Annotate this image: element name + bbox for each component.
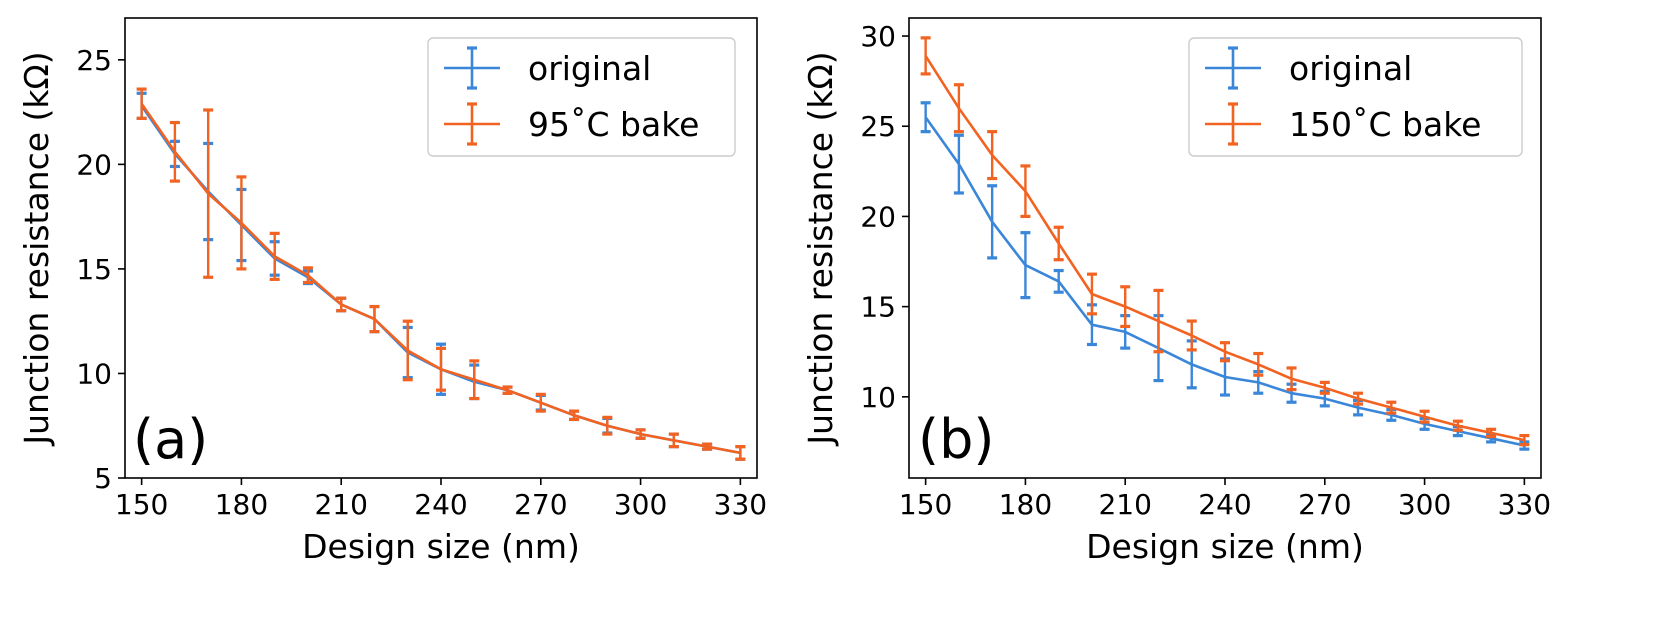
y-tick-label: 20 — [860, 200, 896, 233]
error-bar — [1053, 268, 1064, 294]
error-bar — [1020, 164, 1031, 219]
error-bar — [987, 130, 998, 181]
x-tick-label: 180 — [999, 488, 1052, 521]
y-tick-label: 5 — [94, 462, 112, 495]
error-bar — [569, 409, 580, 422]
x-tick-label: 330 — [1498, 488, 1551, 521]
error-bar — [203, 108, 214, 279]
error-bar — [502, 385, 513, 395]
error-bar — [302, 266, 313, 285]
error-bar — [402, 319, 413, 382]
panel-a: 150 180 210 240 270 300 330 5 10 15 20 25 Design siz… — [17, 17, 767, 566]
legend-box — [1188, 37, 1523, 157]
error-bar — [436, 346, 446, 392]
plot-frame — [124, 17, 758, 479]
legend: original 95˚C bake — [427, 37, 736, 157]
legend-key-0 — [444, 46, 500, 90]
error-bar — [236, 175, 247, 271]
panel-b: 150 180 210 240 270 300 330 10 15 20 25 30 Design si… — [801, 17, 1551, 566]
error-bar — [1486, 427, 1497, 439]
legend: original 150˚C bake — [1188, 37, 1523, 157]
x-axis-label: Design size (nm) — [302, 527, 580, 566]
error-bar — [920, 36, 931, 76]
error-bar — [1053, 225, 1064, 262]
legend-key-1 — [444, 102, 500, 146]
x-tick-label: 180 — [215, 488, 268, 521]
error-bar — [668, 432, 679, 449]
error-bar — [1153, 288, 1164, 354]
error-bar — [1186, 319, 1197, 352]
x-tick-label: 240 — [414, 488, 467, 521]
error-bar — [987, 184, 998, 260]
panel-label: (b) — [918, 408, 994, 471]
x-tick-label: 270 — [514, 488, 567, 521]
error-bar — [169, 120, 180, 183]
x-tick-label: 300 — [614, 488, 667, 521]
error-bar — [1086, 272, 1097, 316]
x-tick-label: 270 — [1298, 488, 1351, 521]
x-axis-label: Design size (nm) — [1086, 527, 1364, 566]
y-tick-label: 25 — [860, 110, 896, 143]
y-axis-label: Junction resistance (kΩ) — [17, 51, 56, 446]
error-bar — [136, 87, 147, 120]
error-bar — [920, 101, 931, 134]
y-tick-label: 25 — [76, 44, 112, 77]
error-bar — [1519, 434, 1530, 447]
x-tick-label: 240 — [1198, 488, 1251, 521]
legend-box — [427, 37, 736, 157]
error-bar — [1253, 351, 1264, 377]
error-bar — [1120, 285, 1131, 329]
error-bar — [1452, 419, 1463, 432]
error-bar — [535, 392, 546, 413]
error-bar — [336, 296, 347, 313]
legend-label-1: 95˚C bake — [528, 105, 699, 144]
y-tick-label: 15 — [860, 291, 896, 324]
x-tick-label: 330 — [714, 488, 767, 521]
error-bar — [735, 445, 746, 461]
error-bar — [369, 304, 380, 334]
error-bar — [1220, 341, 1230, 363]
y-tick-label: 20 — [76, 148, 112, 181]
y-tick-label: 10 — [76, 357, 112, 390]
x-tick-label: 300 — [1398, 488, 1451, 521]
y-axis-label: Junction resistance (kΩ) — [801, 51, 840, 446]
panel-label: (a) — [133, 408, 208, 471]
x-tick-label: 210 — [1098, 488, 1151, 521]
x-tick-label: 150 — [899, 488, 952, 521]
error-bar — [1353, 391, 1364, 406]
error-bar — [702, 442, 713, 451]
error-bar — [1286, 366, 1297, 392]
error-bar — [602, 415, 613, 436]
error-bar — [269, 231, 280, 281]
error-bar — [1419, 409, 1430, 424]
x-tick-label: 150 — [115, 488, 168, 521]
y-tick-label: 15 — [76, 253, 112, 286]
error-bar — [635, 428, 646, 440]
y-tick-label: 30 — [860, 20, 896, 53]
error-bar — [953, 133, 964, 195]
plot-frame — [908, 17, 1542, 479]
legend-key-1 — [1205, 102, 1261, 146]
legend-label-0: original — [528, 49, 651, 88]
error-bar — [1020, 231, 1031, 300]
y-tick-label: 10 — [860, 381, 896, 414]
error-bar — [953, 83, 964, 134]
legend-label-0: original — [1289, 49, 1412, 88]
series-line-0 — [140, 105, 741, 455]
error-bar — [1319, 380, 1330, 395]
error-bar — [1386, 400, 1397, 415]
legend-key-0 — [1205, 46, 1261, 90]
error-bar — [469, 359, 480, 401]
x-tick-label: 210 — [314, 488, 367, 521]
legend-label-1: 150˚C bake — [1289, 105, 1481, 144]
